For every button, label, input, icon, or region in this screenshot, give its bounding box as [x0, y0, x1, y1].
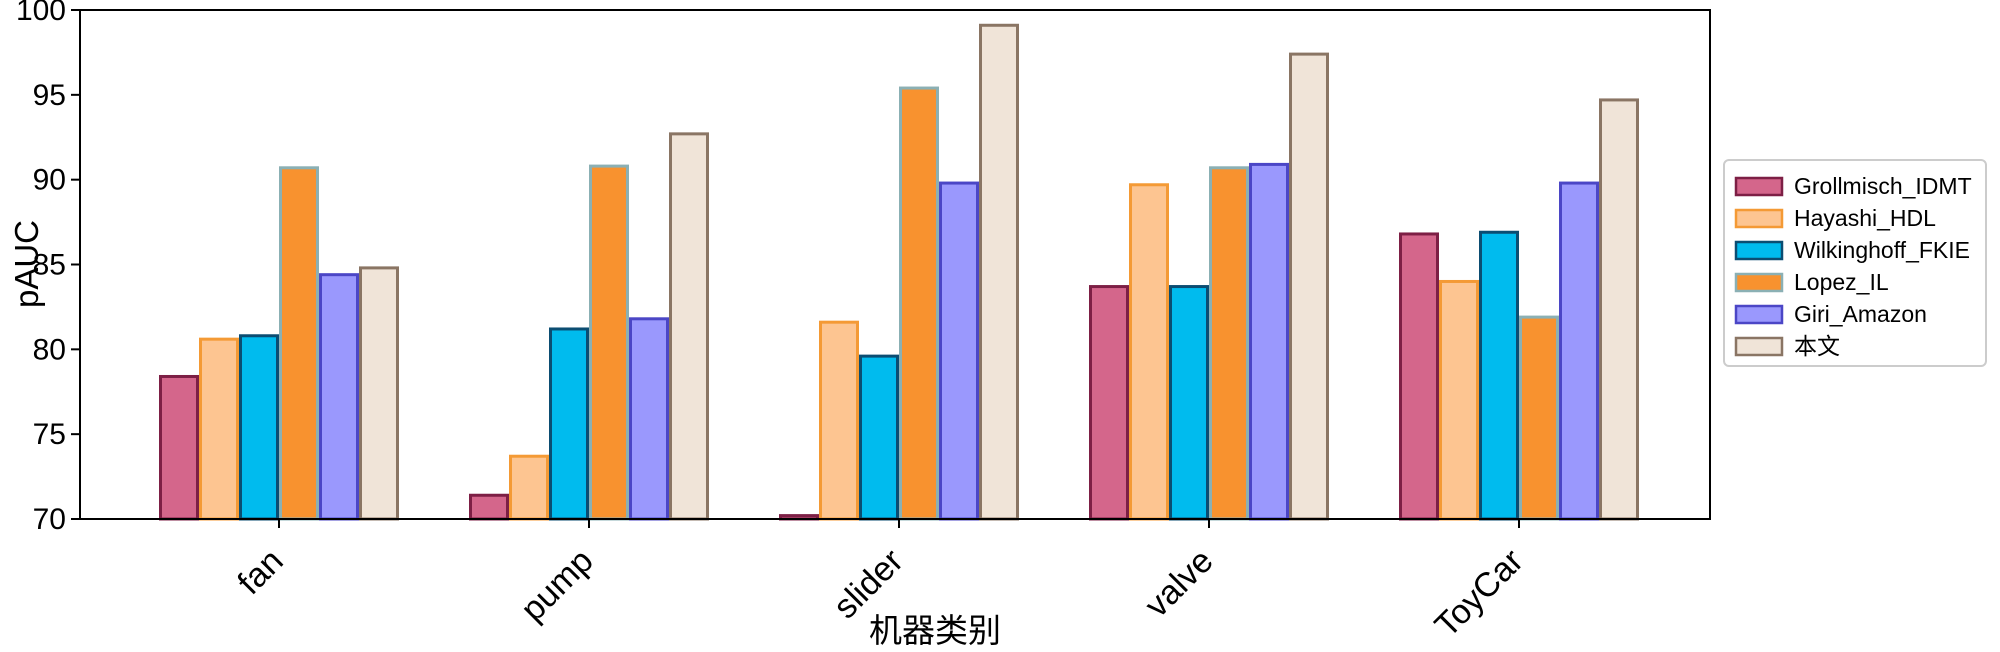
bar-fan-series-3: [239, 334, 279, 521]
bar-pump-series-3: [549, 327, 589, 521]
bar-valve-series-5: [1249, 162, 1289, 521]
y-tick-label: 95: [33, 79, 66, 112]
legend-frame: [1723, 159, 1987, 367]
bar-fan-series-5: [319, 273, 359, 521]
bar-pump-series-4: [589, 164, 629, 521]
bar-pump-series-2: [509, 454, 549, 521]
legend-swatch: [1734, 240, 1784, 261]
y-tick-label: 90: [33, 164, 66, 197]
legend-label: Grollmisch_IDMT: [1794, 173, 1972, 199]
y-tick-label: 100: [16, 0, 66, 27]
bar-fan-series-4: [279, 166, 319, 521]
bar-toycar-series-6: [1599, 98, 1639, 521]
legend-swatch: [1734, 336, 1784, 357]
legend-swatch: [1734, 272, 1784, 293]
x-tick-label-fan: fan: [230, 542, 290, 602]
legend: Grollmisch_IDMT Hayashi_HDL Wilkinghoff_FK…: [1723, 159, 1987, 367]
x-axis-title: 机器类别: [869, 612, 1001, 649]
bar-toycar-series-4: [1519, 315, 1559, 521]
legend-swatch: [1734, 176, 1784, 197]
bar-fan-series-1: [159, 374, 199, 521]
bar-valve-series-6: [1289, 52, 1329, 521]
bar-pump-series-6: [669, 132, 709, 521]
legend-label: Giri_Amazon: [1794, 301, 1927, 327]
bar-toycar-series-2: [1439, 279, 1479, 521]
bar-valve-series-1: [1089, 285, 1129, 521]
y-tick-label: 80: [33, 333, 66, 366]
x-tick-label-valve: valve: [1138, 542, 1221, 625]
y-axis: 70 75 80 85 90 95 100: [16, 0, 80, 536]
legend-label: Wilkinghoff_FKIE: [1794, 237, 1970, 263]
y-tick-label: 70: [33, 503, 66, 536]
bar-pump-series-1: [469, 493, 509, 521]
legend-swatch: [1734, 208, 1784, 229]
bar-toycar-series-3: [1479, 230, 1519, 521]
y-axis-title: pAUC: [8, 220, 45, 308]
legend-label: 本文: [1794, 333, 1840, 359]
bar-slider-series-3: [859, 354, 899, 521]
bar-toycar-series-5: [1559, 181, 1599, 521]
legend-label: Lopez_IL: [1794, 269, 1889, 295]
bar-toycar-series-1: [1399, 232, 1439, 521]
bar-slider-series-6: [979, 23, 1019, 521]
x-tick-label-pump: pump: [514, 542, 601, 629]
bar-slider-series-4: [899, 86, 939, 521]
y-tick-label: 75: [33, 418, 66, 451]
y-tick-label: 85: [33, 249, 66, 282]
bar-slider-series-2: [819, 320, 859, 521]
legend-swatch: [1734, 304, 1784, 325]
bar-valve-series-4: [1209, 166, 1249, 521]
bars-layer: [159, 23, 1639, 521]
x-tick-label-toycar: ToyCar: [1428, 542, 1531, 645]
bar-fan-series-6: [359, 266, 399, 521]
legend-label: Hayashi_HDL: [1794, 205, 1936, 231]
bar-valve-series-3: [1169, 285, 1209, 521]
bar-pump-series-5: [629, 317, 669, 521]
bar-fan-series-2: [199, 337, 239, 521]
bar-valve-series-2: [1129, 183, 1169, 521]
bar-slider-series-5: [939, 181, 979, 521]
